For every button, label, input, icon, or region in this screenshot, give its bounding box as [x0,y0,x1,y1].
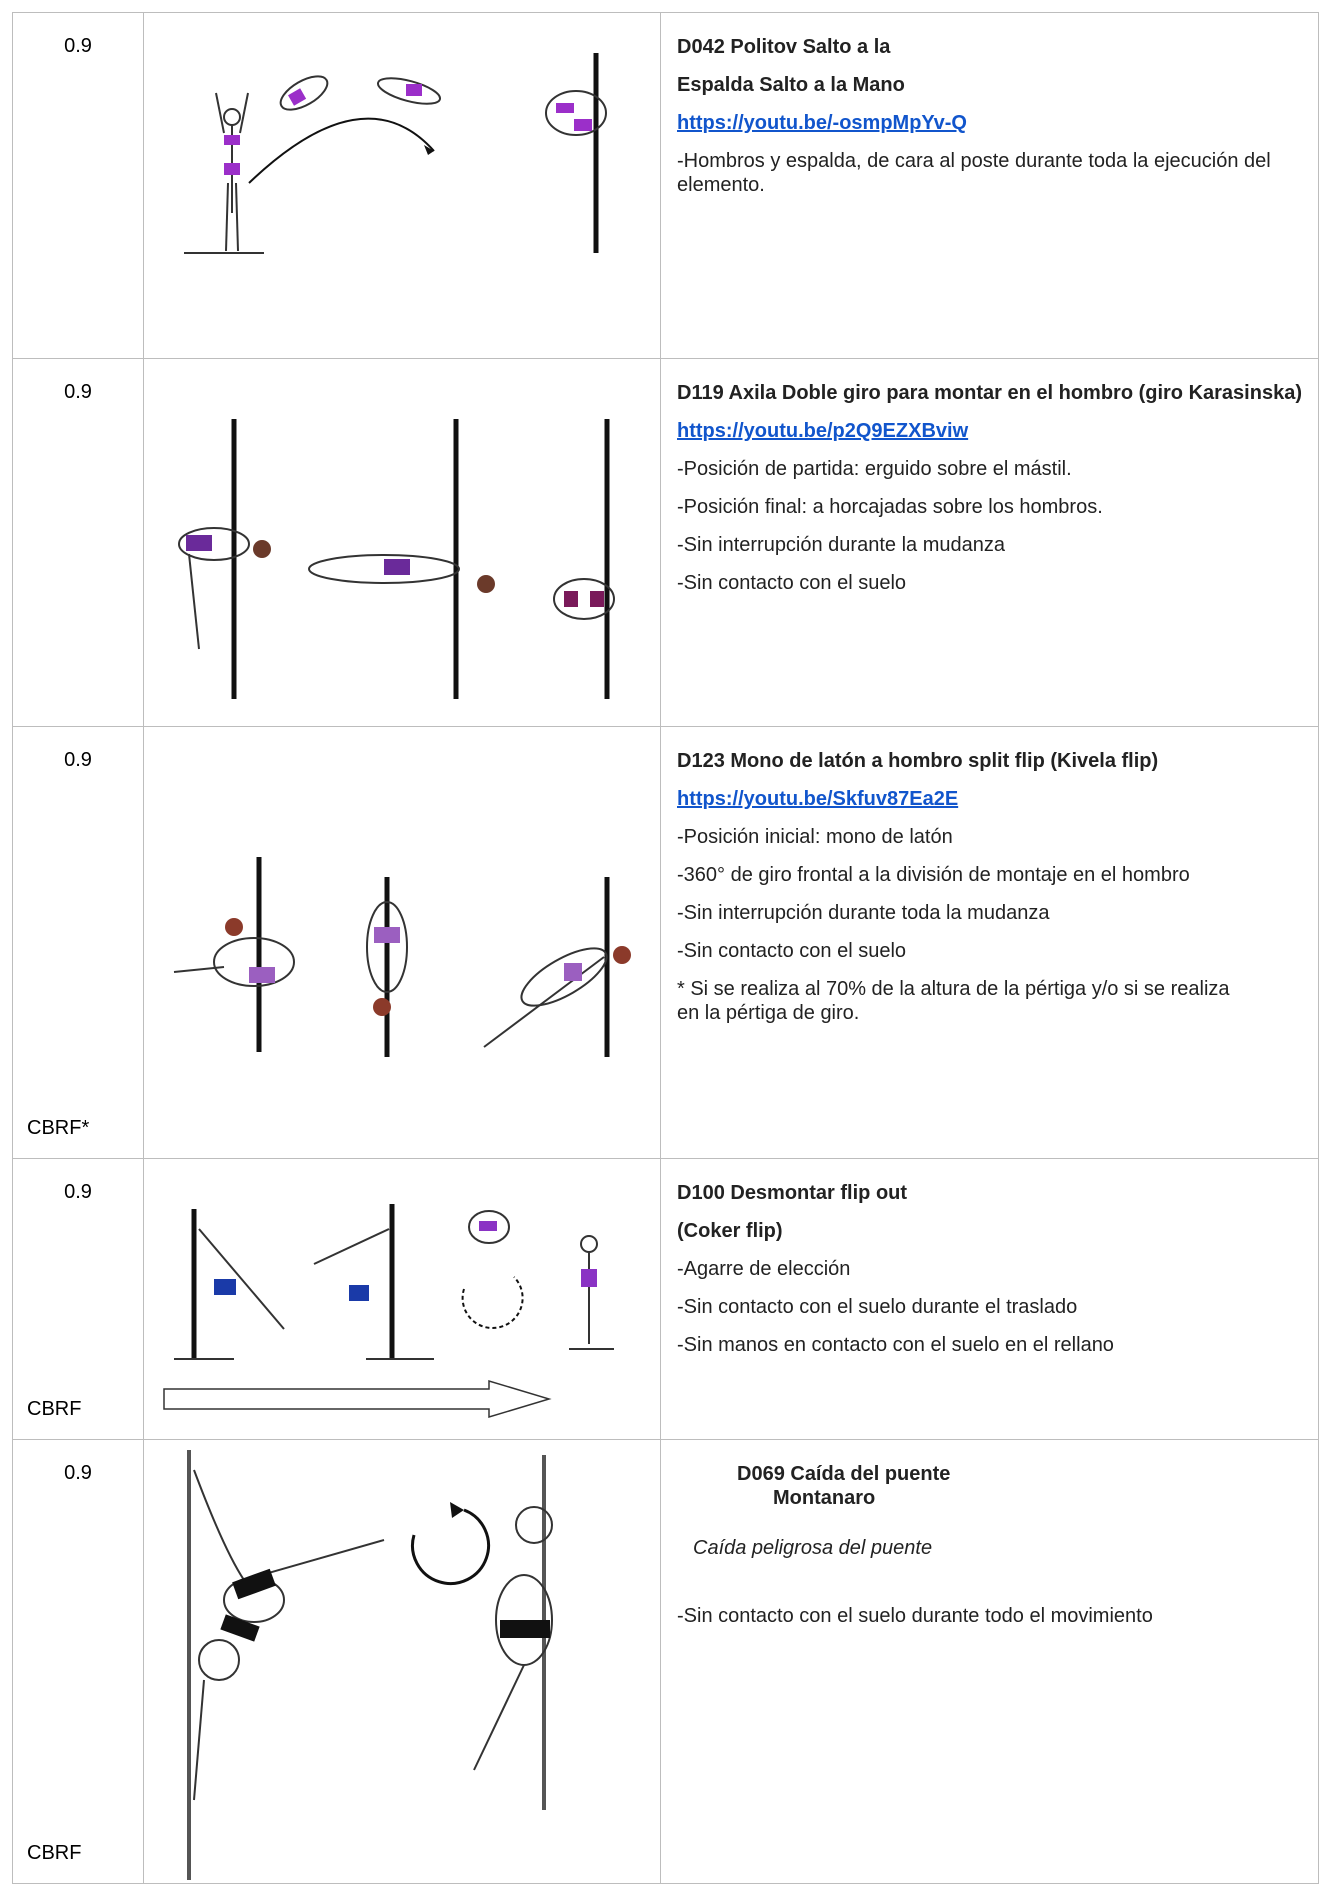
illustration [144,727,661,1158]
video-link[interactable]: https://youtu.be/p2Q9EZXBviw [677,420,969,442]
note: -360° de giro frontal a la división de m… [677,864,1190,886]
title: D042 Politov Salto a la [677,36,891,58]
table-row: 0.9 CBRF* D123 Mono de latón a hombro spl… [12,726,1319,1158]
note: * Si se realiza al 70% de la altura de l… [677,978,1230,1024]
title: D123 Mono de latón a hombro split flip (… [677,750,1159,772]
score-cell: 0.9 [13,13,144,358]
table-row: 0.9 D119 Axila Doble giro para montar en… [12,358,1319,726]
illustration-figures [173,857,631,1057]
note: -Sin contacto con el suelo [677,572,907,594]
description: D123 Mono de latón a hombro split flip (… [661,727,1320,1158]
illustration-figures [187,1450,553,1880]
video-link[interactable]: https://youtu.be/-osmpMpYv-Q [677,112,967,134]
description: D100 Desmontar flip out (Coker flip) -Ag… [661,1159,1320,1439]
category-tag: CBRF [27,1398,82,1420]
illustration-figures [163,1204,614,1419]
title: D119 Axila Doble giro para montar en el … [677,382,1302,404]
title: D069 Caída del puente [737,1463,951,1485]
category-tag: CBRF* [27,1117,90,1139]
illustration [144,13,661,358]
note: -Posición inicial: mono de latón [677,826,953,848]
note: -Sin interrupción durante toda la mudanz… [677,902,1050,924]
score-cell: 0.9 [13,359,144,726]
note: -Sin contacto con el suelo durante el tr… [677,1296,1078,1318]
score: 0.9 [64,35,92,57]
video-link[interactable]: https://youtu.be/Skfuv87Ea2E [677,788,959,810]
description: D042 Politov Salto a la Espalda Salto a … [661,13,1320,358]
score-cell: 0.9 CBRF [13,1440,144,1883]
note: -Posición final: a horcajadas sobre los … [677,496,1103,518]
score: 0.9 [64,1181,92,1203]
subtitle: Caída peligrosa del puente [693,1537,933,1559]
title: (Coker flip) [677,1220,783,1242]
note: -Sin contacto con el suelo durante todo … [677,1605,1153,1627]
note: -Sin manos en contacto con el suelo en e… [677,1334,1114,1356]
note: -Sin interrupción durante la mudanza [677,534,1005,556]
description: D119 Axila Doble giro para montar en el … [661,359,1320,726]
title: D100 Desmontar flip out [677,1182,908,1204]
illustration-figures [178,419,615,699]
note: -Hombros y espalda, de cara al poste dur… [677,150,1271,196]
title: Espalda Salto a la Mano [677,74,905,96]
category-tag: CBRF [27,1842,82,1864]
score-cell: 0.9 CBRF [13,1159,144,1439]
table-row: 0.9 D042 Politov Salto a la Espalda Salt… [12,12,1319,358]
description: D069 Caída del puente Montanaro Caída pe… [661,1440,1320,1883]
score: 0.9 [64,749,92,771]
score: 0.9 [64,381,92,403]
title: Montanaro [773,1487,876,1509]
illustration [144,1440,661,1883]
illustration [144,359,661,726]
note: -Agarre de elección [677,1258,851,1280]
note: -Sin contacto con el suelo [677,940,907,962]
table-row: 0.9 CBRF D100 Desmontar flip out (Coker f… [12,1158,1319,1439]
illustration [144,1159,661,1439]
table-row: 0.9 CBRF D069 Caída del puente Montanaro … [12,1439,1319,1884]
note: -Posición de partida: erguido sobre el m… [677,458,1072,480]
score-cell: 0.9 CBRF* [13,727,144,1158]
illustration-figures [184,53,607,254]
score: 0.9 [64,1462,92,1484]
